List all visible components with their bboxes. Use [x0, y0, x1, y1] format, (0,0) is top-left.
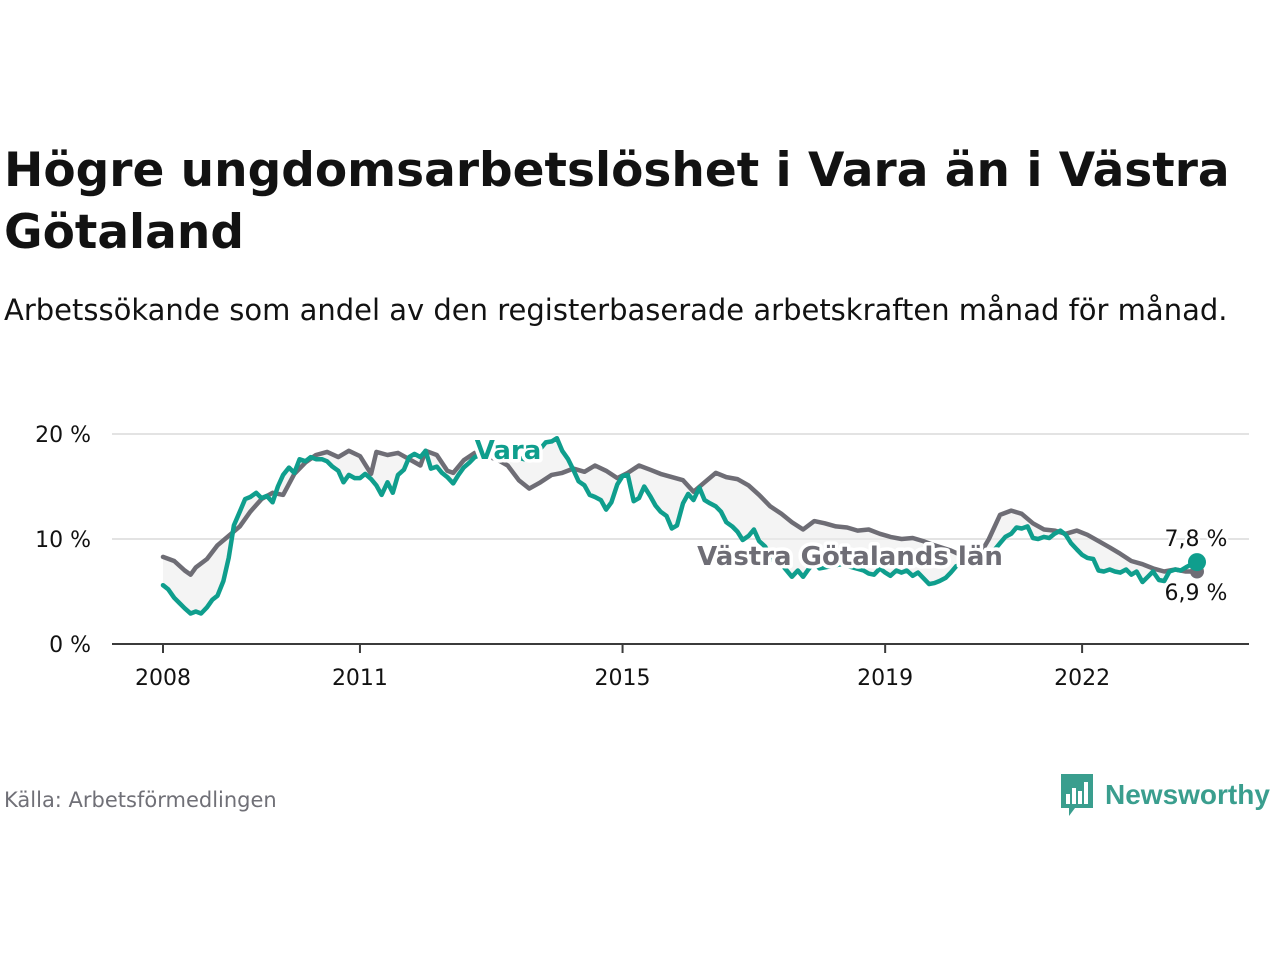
x-tick-label: 2008	[135, 666, 191, 691]
difference-area	[163, 438, 1197, 614]
end-value-vastra-gotaland: 6,9 %	[1165, 581, 1228, 606]
x-tick-label: 2022	[1054, 666, 1110, 691]
x-tick-label: 2011	[332, 666, 388, 691]
y-tick-label: 10 %	[35, 528, 91, 553]
brand-logo[interactable]: Newsworthy	[1059, 772, 1270, 818]
chart-title: Högre ungdomsarbetslöshet i Vara än i Vä…	[4, 143, 1230, 260]
series-label-vastra-gotaland: Västra Götalands län	[697, 542, 1003, 572]
end-point-vara	[1188, 553, 1206, 572]
brand-name: Newsworthy	[1105, 779, 1270, 810]
chart-subtitle: Arbetssökande som andel av den registerb…	[4, 293, 1228, 327]
series-line-vastra-gotaland	[160, 448, 1200, 577]
source-note: Källa: Arbetsförmedlingen	[4, 788, 277, 812]
x-tick-label: 2015	[595, 666, 651, 691]
newsworthy-logo-icon	[1061, 774, 1093, 816]
x-tick-label: 2019	[857, 666, 913, 691]
series-line-vara	[160, 435, 1200, 616]
y-tick-label: 0 %	[49, 633, 91, 658]
y-tick-label: 20 %	[35, 423, 91, 448]
series-label-vara: Vara	[475, 436, 542, 466]
end-value-vara: 7,8 %	[1165, 527, 1228, 552]
